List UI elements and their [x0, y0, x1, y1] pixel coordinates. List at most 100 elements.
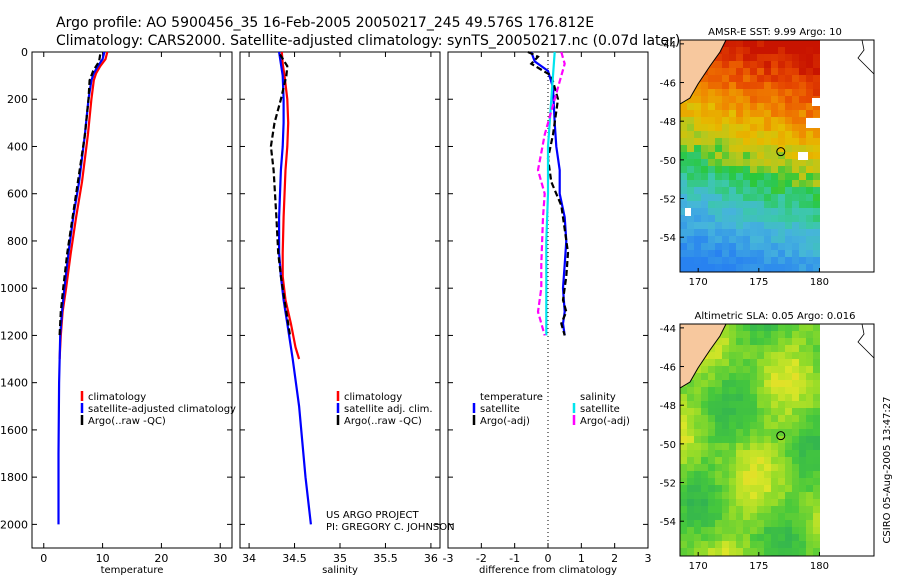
map-cell	[813, 373, 820, 381]
map-cell	[736, 166, 744, 174]
map-cell	[743, 450, 751, 458]
map-cell	[750, 457, 758, 465]
map-cell	[722, 159, 730, 167]
map-cell	[764, 47, 772, 55]
temperature-xtick-label: 30	[213, 552, 227, 565]
map-cell	[743, 138, 751, 146]
map-cell	[764, 75, 772, 83]
map-cell	[792, 131, 800, 139]
map-cell	[799, 89, 807, 97]
map-cell	[757, 229, 765, 237]
map-cell	[778, 408, 786, 416]
map-cell	[750, 222, 758, 230]
map-cell	[778, 215, 786, 223]
map-cell	[750, 548, 758, 556]
map-cell	[722, 408, 730, 416]
map-cell	[757, 61, 765, 69]
map-cell	[771, 394, 779, 402]
map-cell	[743, 166, 751, 174]
map-cell	[792, 464, 800, 472]
map-cell	[792, 394, 800, 402]
map-cell	[736, 194, 744, 202]
map-cell	[778, 506, 786, 514]
map-cell	[764, 229, 772, 237]
map-cell	[701, 401, 709, 409]
map-cell	[743, 506, 751, 514]
map-cell	[729, 68, 737, 76]
map-cell	[778, 264, 786, 272]
map-cell	[778, 103, 786, 111]
map-cell	[757, 82, 765, 90]
map-cell	[813, 443, 820, 451]
map-cell	[722, 394, 730, 402]
map-cell	[813, 103, 820, 111]
map-cell	[792, 492, 800, 500]
map-cell	[687, 110, 695, 118]
map-cell	[750, 534, 758, 542]
map-cell	[694, 450, 702, 458]
map-cell	[806, 548, 814, 556]
map-cell	[743, 338, 751, 346]
map-cell	[743, 457, 751, 465]
map-cell	[813, 359, 820, 367]
map-cell	[708, 492, 716, 500]
map-cell	[771, 82, 779, 90]
map-cell	[806, 194, 814, 202]
map-cell	[715, 180, 723, 188]
map-cell	[750, 194, 758, 202]
map-cell	[799, 352, 807, 360]
map-cell	[799, 131, 807, 139]
map-cell	[757, 366, 765, 374]
map-cell	[680, 534, 688, 542]
map-cell	[743, 131, 751, 139]
map-cell	[799, 450, 807, 458]
map-cell	[694, 264, 702, 272]
map-cell	[743, 394, 751, 402]
map-cell	[778, 236, 786, 244]
map-cell	[701, 194, 709, 202]
map-cell	[771, 436, 779, 444]
map-cell	[778, 138, 786, 146]
map-cell	[694, 464, 702, 472]
map-cell	[736, 117, 744, 125]
map-cell	[715, 429, 723, 437]
map-cell	[792, 324, 800, 332]
map-cell	[813, 166, 820, 174]
map-cell	[806, 75, 814, 83]
map-cell	[722, 415, 730, 423]
map-cell	[736, 201, 744, 209]
map-cell	[771, 250, 779, 258]
map-cell	[722, 422, 730, 430]
map-cell	[813, 47, 820, 55]
map-cell	[694, 436, 702, 444]
map-cell	[778, 401, 786, 409]
map-cell	[680, 513, 688, 521]
map-cell	[743, 408, 751, 416]
map-cell	[687, 131, 695, 139]
map-cell	[729, 250, 737, 258]
map-cell	[743, 513, 751, 521]
map-cell	[708, 180, 716, 188]
map-cell	[743, 159, 751, 167]
map-cell	[729, 110, 737, 118]
map-cell	[687, 380, 695, 388]
map-cell	[680, 250, 688, 258]
ytick-label: 800	[7, 235, 28, 248]
map-cell	[799, 478, 807, 486]
map-cell	[722, 208, 730, 216]
map-cell	[722, 485, 730, 493]
map-cell	[694, 478, 702, 486]
map-cell	[722, 215, 730, 223]
map-cell	[701, 103, 709, 111]
map-cell	[687, 173, 695, 181]
map-cell	[764, 436, 772, 444]
map-cell	[792, 485, 800, 493]
map-cell	[708, 89, 716, 97]
map-cell	[729, 173, 737, 181]
map-cell	[757, 422, 765, 430]
map-cell	[771, 61, 779, 69]
map-cell	[785, 89, 793, 97]
map-cell	[764, 520, 772, 528]
map-cell	[729, 534, 737, 542]
